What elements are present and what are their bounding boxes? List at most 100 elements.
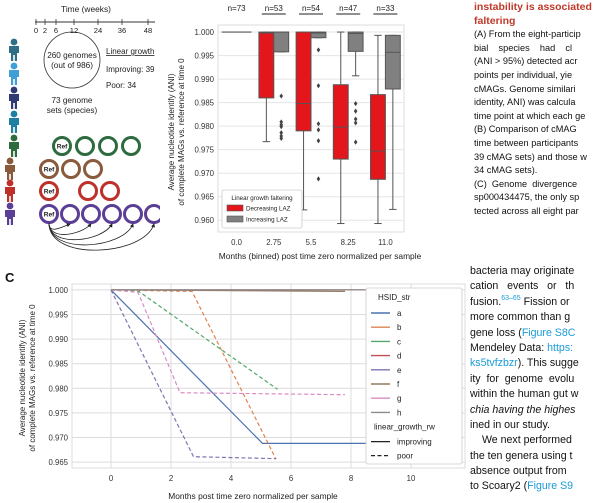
- comparison-arrows: [48, 222, 155, 251]
- lineplot-svg: Average nucleotide identify (ANI) of com…: [18, 283, 466, 501]
- body-line: ks5tvfzbzr). This sugge: [470, 356, 600, 371]
- legend-text-line: (B) Comparison of cMAG: [474, 124, 577, 135]
- lineplot-xtick-label: 10: [407, 474, 416, 483]
- body-line: to Scoary2 (Figure S9: [470, 479, 600, 494]
- genome-circle: [100, 181, 120, 201]
- person-icon: [9, 38, 19, 61]
- box-decreasing-laz-2.75: [258, 31, 275, 143]
- genome-circle: [78, 181, 98, 201]
- legend-series-label: g: [397, 394, 401, 403]
- poor-count: Poor: 34: [106, 81, 137, 90]
- body-line: absence output from: [470, 465, 567, 478]
- genome-circle: [60, 204, 80, 224]
- body-line: Mendeley Data: https:: [470, 341, 600, 356]
- legend-series-label: f: [397, 380, 400, 389]
- lineplot-xtick-label: 2: [169, 474, 173, 483]
- body-line: within the human gut w: [470, 388, 579, 401]
- legend-series-label: b: [397, 323, 402, 332]
- ref-label: Ref: [44, 212, 55, 219]
- mendeley-doi-link[interactable]: ks5tvfzbzr: [470, 357, 518, 370]
- reference-genome-circle: Ref: [39, 159, 59, 179]
- legend-swatch: [226, 215, 244, 223]
- comparison-arrow: [48, 222, 113, 241]
- body-line: the ten genera using t: [470, 449, 573, 462]
- box-decreasing-laz-8.25: [332, 31, 349, 225]
- boxplot-xtick-label: 0.0: [231, 238, 243, 247]
- ref-label: Ref: [57, 144, 68, 151]
- legend-style-label: poor: [397, 452, 413, 461]
- timeline-tick-label: 6: [54, 26, 58, 35]
- legend-text-line: bial species had cl: [474, 42, 573, 53]
- genome-circle: [43, 31, 101, 89]
- box-decreasing-laz-5.5: [295, 31, 312, 211]
- genome-circle: [102, 204, 122, 224]
- genome-circle: [75, 136, 95, 156]
- figure-s8c-link[interactable]: Figure S8C: [521, 326, 576, 339]
- body-line: ined in our study.: [470, 418, 550, 431]
- legend-text-line: tected across all eight par: [474, 205, 579, 216]
- citation-link[interactable]: 63–65: [501, 294, 521, 302]
- main-body-text: bacteria may originate cation events or …: [470, 264, 600, 495]
- reference-genome-circle: Ref: [52, 136, 72, 156]
- genome-circle: [61, 159, 81, 179]
- lineplot-ytick-label: 0.965: [48, 458, 68, 467]
- lineplot-xlabel: Months post time zero normalized per sam…: [168, 491, 338, 501]
- boxplot-ytick-label: 1.000: [194, 28, 214, 37]
- outlier-point: [316, 127, 321, 133]
- body-fragment: fusion.: [470, 295, 502, 308]
- sample-count-label: n=73: [228, 4, 247, 13]
- ref-label: Ref: [44, 189, 55, 196]
- legend-paragraph: (A) From the eight-particip bial species …: [474, 28, 600, 218]
- lineplot-ytick-label: 0.995: [48, 311, 68, 320]
- genome-circle: [81, 204, 101, 224]
- body-line: gene loss (Figure S8C: [470, 326, 600, 341]
- genome-circle: [144, 204, 160, 224]
- sample-count-label: n=47: [339, 4, 358, 13]
- genome-circle: [83, 159, 103, 179]
- boxplot-ytick-label: 0.995: [194, 52, 214, 61]
- legend-hue-title: HSID_str: [378, 293, 411, 302]
- boxplot-xtick-label: 5.5: [306, 238, 318, 247]
- outlier-point: [316, 47, 321, 53]
- boxplot-svg: Average nucleotide identify (ANI) of com…: [167, 4, 422, 261]
- lineplot-xtick-label: 4: [229, 474, 234, 483]
- boxplot-xtick-label: 2.75: [266, 238, 282, 247]
- legend-text-line: points per individual, yie: [474, 69, 573, 80]
- mendeley-link[interactable]: https:: [547, 341, 574, 354]
- comparison-arrow: [48, 222, 71, 230]
- timeline-tick-label: 24: [94, 26, 102, 35]
- timeline-tick-label: 2: [43, 26, 47, 35]
- boxplot-xtick-label: 11.0: [378, 238, 393, 247]
- comparison-arrow: [48, 222, 134, 246]
- outlier-point: [353, 116, 358, 122]
- outlier-point: [353, 139, 358, 145]
- person-icon: [9, 134, 19, 157]
- lineplot-xtick-label: 6: [289, 474, 293, 483]
- boxplot-ytick-label: 0.985: [194, 99, 214, 108]
- lineplot-xtick-label: 8: [349, 474, 353, 483]
- outlier-point: [316, 138, 321, 144]
- body-line: bacteria may originate: [470, 265, 575, 277]
- genome-sets-line2: sets (species): [47, 106, 98, 115]
- outlier-point: [316, 121, 321, 127]
- boxplot-ylabel-line2: of complete MAGs vs. reference at time 0: [177, 58, 186, 206]
- person-icon: [9, 86, 19, 109]
- figure-s9-link[interactable]: Figure S9: [527, 480, 574, 493]
- legend-text-line: (C) Genome divergence: [474, 178, 578, 189]
- box-increasing-laz-5.5: [310, 31, 327, 39]
- legend-text-line: (A) From the eight-particip: [474, 29, 581, 40]
- outlier-point: [353, 100, 358, 107]
- lineplot-ylabel-line2: of complete MAGs vs. reference at time 0: [28, 304, 37, 452]
- legend-series-label: a: [397, 309, 402, 318]
- body-line: more common than g: [470, 311, 571, 324]
- sample-count-label: n=33: [376, 4, 395, 13]
- legend-title: Linear growth faltering: [231, 195, 293, 202]
- reference-genome-circle: Ref: [39, 181, 59, 201]
- boxplot-ytick-label: 0.980: [194, 122, 214, 131]
- legend-text-line: 34 cMAG sets).: [474, 165, 538, 176]
- boxplot-ytick-label: 0.975: [194, 146, 214, 155]
- legend-text-line: 39 cMAG sets) and those w: [474, 151, 587, 162]
- sample-count-label: n=54: [302, 4, 321, 13]
- sample-count-label: n=53: [265, 4, 284, 13]
- person-icon: [5, 202, 15, 225]
